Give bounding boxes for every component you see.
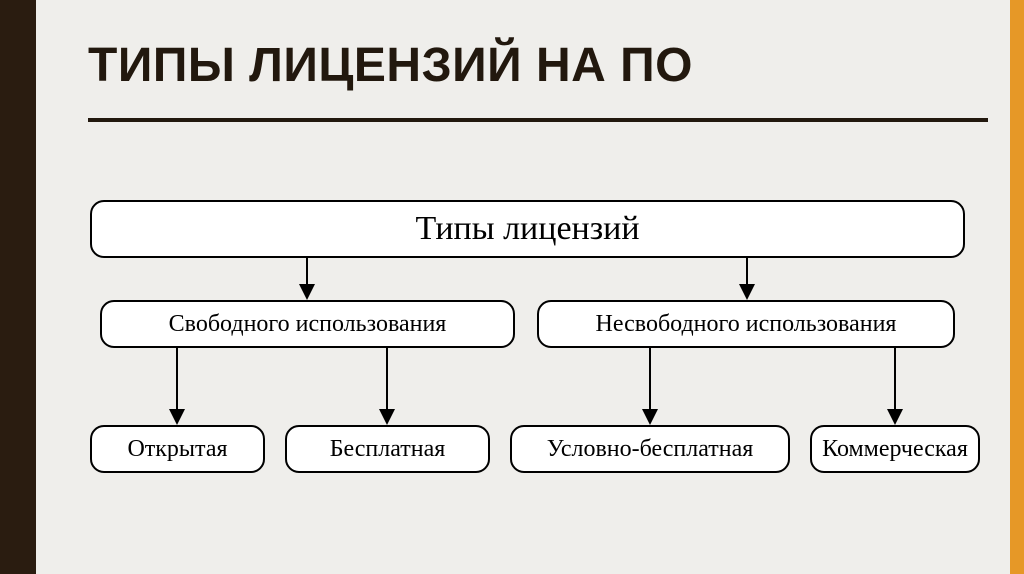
node-share: Условно-бесплатная — [510, 425, 790, 473]
node-nonfree: Несвободного использования — [537, 300, 955, 348]
node-root: Типы лицензий — [90, 200, 965, 258]
left-wavy-border — [0, 0, 36, 574]
license-types-diagram: Типы лицензий Свободного использования Нес… — [75, 200, 980, 490]
right-accent-border — [1010, 0, 1024, 574]
node-free: Свободного использования — [100, 300, 515, 348]
node-gratis: Бесплатная — [285, 425, 490, 473]
title-underline — [88, 118, 988, 122]
slide-title: ТИПЫ ЛИЦЕНЗИЙ НА ПО — [88, 38, 693, 93]
node-comm: Коммерческая — [810, 425, 980, 473]
node-open: Открытая — [90, 425, 265, 473]
